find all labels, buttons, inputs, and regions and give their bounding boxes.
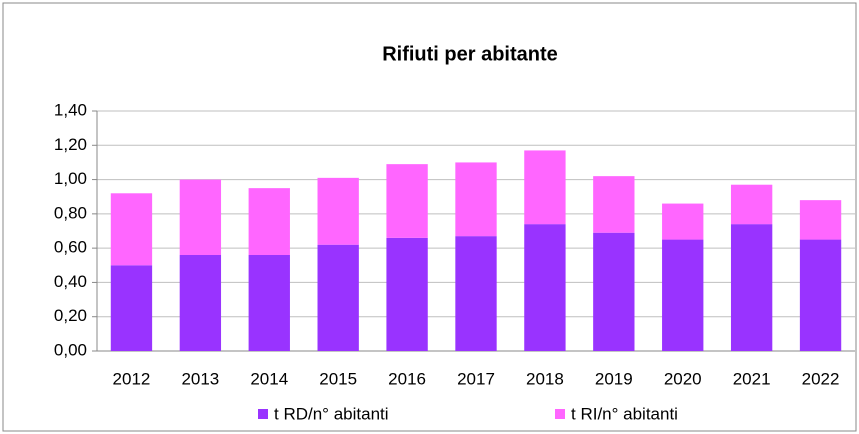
y-tick-label: 1,00 — [54, 169, 87, 188]
x-tick-label: 2018 — [526, 369, 564, 388]
x-tick-label: 2016 — [388, 369, 426, 388]
legend-swatch — [258, 409, 268, 419]
legend-label: t RI/n° abitanti — [571, 404, 678, 423]
x-tick-label: 2021 — [733, 369, 771, 388]
bar-segment — [524, 224, 566, 351]
bar-segment — [524, 150, 566, 225]
bar-segment — [799, 239, 842, 351]
bar-segment — [179, 179, 222, 255]
bar-segment — [110, 193, 153, 266]
bar-segment — [730, 224, 773, 351]
y-tick-label: 0,80 — [54, 203, 87, 222]
bar-segment — [386, 164, 428, 238]
bar-segment — [593, 176, 635, 233]
x-tick-label: 2022 — [802, 369, 840, 388]
bar-segment — [593, 232, 635, 351]
x-tick-label: 2017 — [457, 369, 495, 388]
bar-segment — [317, 177, 359, 245]
y-tick-label: 1,20 — [54, 135, 87, 154]
bar-segment — [317, 244, 359, 351]
y-tick-label: 0,00 — [54, 340, 87, 359]
x-tick-label: 2013 — [181, 369, 219, 388]
bar-segment — [455, 162, 497, 237]
bar-segment — [179, 255, 222, 351]
bar-segment — [455, 236, 497, 351]
x-tick-label: 2015 — [319, 369, 357, 388]
bar-segment — [730, 184, 773, 225]
y-tick-label: 0,20 — [54, 306, 87, 325]
chart-title: Rifiuti per abitante — [382, 43, 558, 65]
bar-segment — [662, 239, 704, 351]
bar-segment — [248, 255, 290, 351]
y-tick-label: 0,40 — [54, 272, 87, 291]
bar-segment — [110, 265, 153, 351]
bar-segment — [386, 237, 428, 351]
y-tick-label: 0,60 — [54, 238, 87, 257]
y-tick-label: 1,40 — [54, 100, 87, 119]
x-tick-label: 2014 — [250, 369, 288, 388]
legend-label: t RD/n° abitanti — [274, 404, 389, 423]
bar-segment — [799, 200, 842, 240]
x-tick-label: 2019 — [595, 369, 633, 388]
bar-segment — [662, 203, 704, 240]
bar-segment — [248, 188, 290, 255]
x-tick-label: 2012 — [113, 369, 151, 388]
legend-swatch — [555, 409, 565, 419]
x-tick-label: 2020 — [664, 369, 702, 388]
